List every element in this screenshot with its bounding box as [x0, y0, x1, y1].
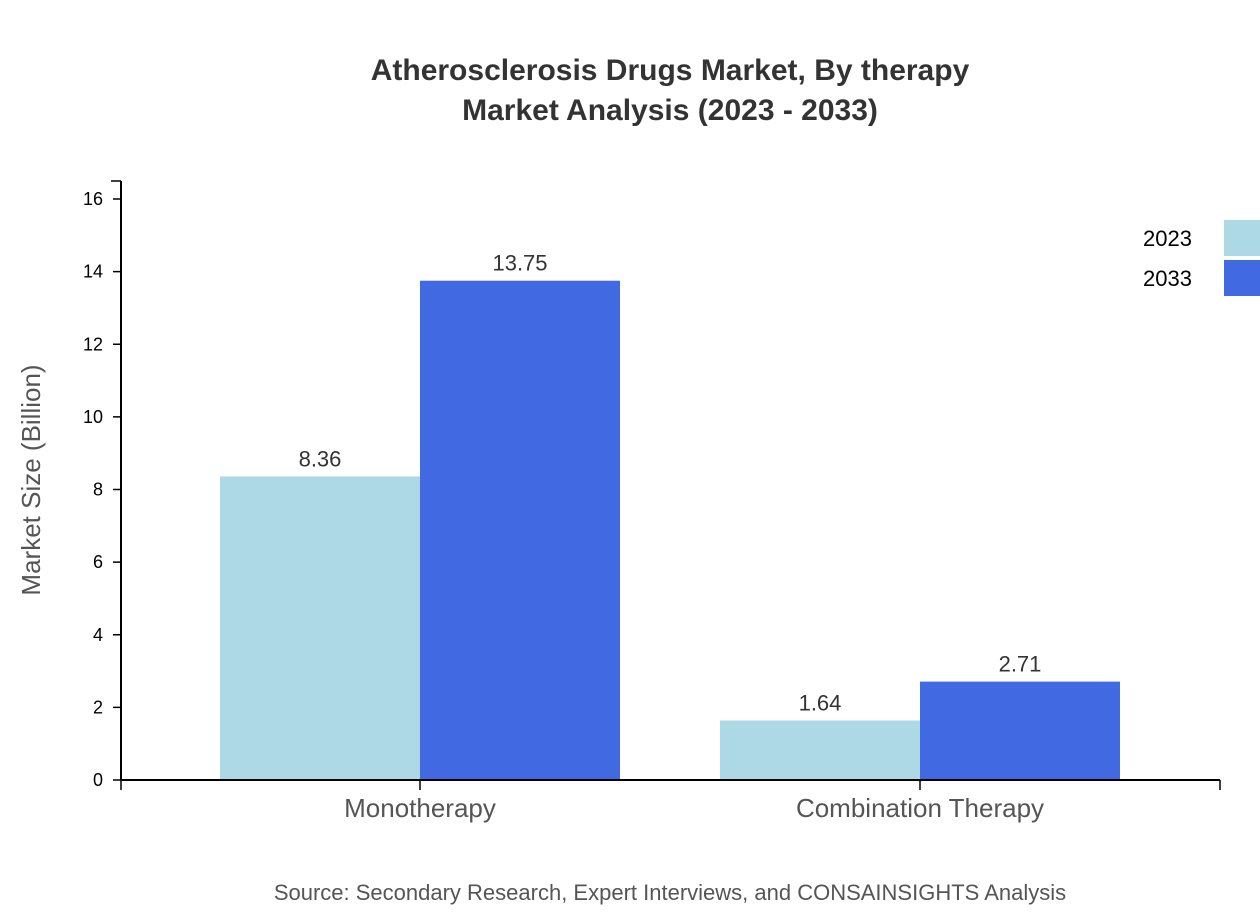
x-tick-label: Combination Therapy	[796, 793, 1044, 823]
bar-2033-monotherapy	[420, 280, 620, 780]
y-tick-label: 6	[93, 552, 103, 572]
bar-2023-combination-therapy	[720, 720, 920, 780]
legend-swatch-2033	[1224, 260, 1260, 296]
data-label: 1.64	[799, 690, 842, 715]
legend-label-2033: 2033	[1143, 266, 1192, 291]
bar-2033-combination-therapy	[920, 681, 1120, 780]
y-axis-label: Market Size (Billion)	[16, 364, 46, 595]
y-tick-label: 12	[83, 334, 103, 354]
y-tick-label: 4	[93, 625, 103, 645]
legend-label-2023: 2023	[1143, 226, 1192, 251]
y-tick-label: 14	[83, 262, 103, 282]
chart-title-line-1: Atherosclerosis Drugs Market, By therapy	[371, 54, 970, 87]
y-tick-label: 0	[93, 770, 103, 790]
y-tick-label: 2	[93, 697, 103, 717]
y-tick-label: 8	[93, 480, 103, 500]
chart-title-line-2: Market Analysis (2023 - 2033)	[462, 94, 878, 127]
y-tick-label: 10	[83, 407, 103, 427]
y-tick-label: 16	[83, 189, 103, 209]
data-label: 8.36	[299, 446, 342, 471]
data-label: 2.71	[999, 652, 1042, 677]
bar-2023-monotherapy	[220, 476, 420, 780]
x-tick-label: Monotherapy	[344, 793, 496, 823]
legend-swatch-2023	[1224, 220, 1260, 256]
data-label: 13.75	[492, 251, 547, 276]
source-note: Source: Secondary Research, Expert Inter…	[274, 880, 1066, 905]
